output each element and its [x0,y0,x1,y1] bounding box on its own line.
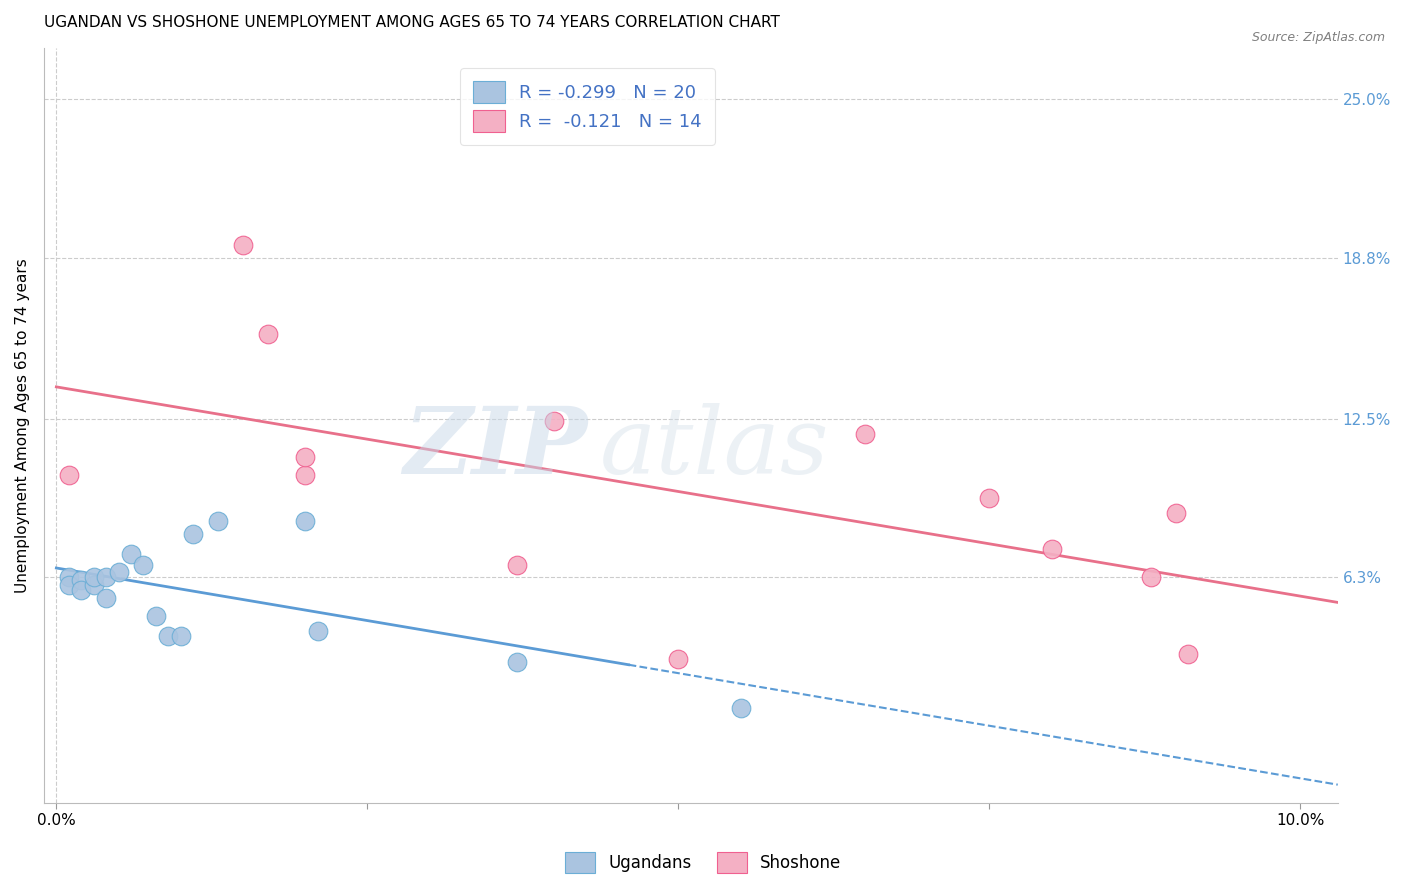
Text: UGANDAN VS SHOSHONE UNEMPLOYMENT AMONG AGES 65 TO 74 YEARS CORRELATION CHART: UGANDAN VS SHOSHONE UNEMPLOYMENT AMONG A… [44,15,780,30]
Point [58,468,80,483]
Point [505,655,527,669]
Point [58,570,80,584]
Point [307,624,329,639]
Point [1140,570,1163,584]
Point [170,629,193,643]
Point [83,570,105,584]
Point [256,327,278,342]
Point [294,468,316,483]
Point [232,237,254,252]
Point [107,566,129,580]
Point [132,558,155,572]
Point [730,701,752,715]
Point [145,608,167,623]
Y-axis label: Unemployment Among Ages 65 to 74 years: Unemployment Among Ages 65 to 74 years [15,258,30,592]
Point [70,583,93,598]
Point [58,578,80,592]
Legend: Ugandans, Shoshone: Ugandans, Shoshone [558,846,848,880]
Point [294,514,316,528]
Text: atlas: atlas [600,403,830,492]
Point [505,558,527,572]
Point [83,578,105,592]
Legend: R = -0.299   N = 20, R =  -0.121   N = 14: R = -0.299 N = 20, R = -0.121 N = 14 [460,68,714,145]
Point [181,527,204,541]
Text: ZIP: ZIP [404,403,588,492]
Point [94,570,117,584]
Point [1040,542,1063,557]
Point [70,573,93,587]
Point [294,450,316,465]
Point [157,629,180,643]
Point [1164,507,1187,521]
Point [1177,647,1199,661]
Text: Source: ZipAtlas.com: Source: ZipAtlas.com [1251,31,1385,45]
Point [120,547,142,561]
Point [979,491,1001,505]
Point [207,514,229,528]
Point [543,414,565,428]
Point [666,652,689,666]
Point [94,591,117,605]
Point [853,427,876,442]
